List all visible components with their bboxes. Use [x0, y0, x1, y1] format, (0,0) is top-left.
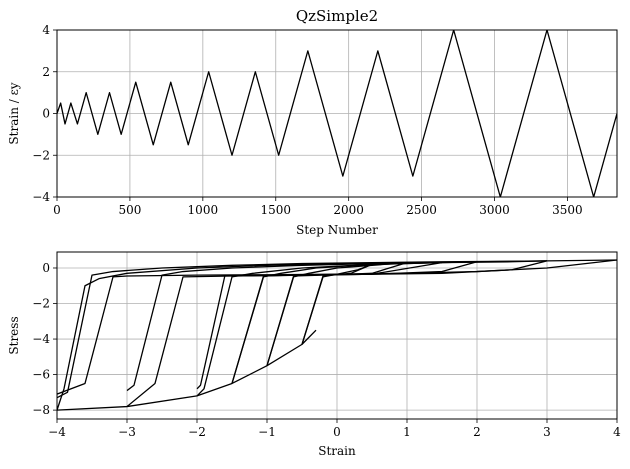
c1-y-tick-label: 4: [42, 23, 50, 37]
c2-y-tick-label: −4: [32, 332, 50, 346]
c2-series-line-14: [301, 263, 373, 345]
c1-x-tick-label: 2000: [333, 203, 364, 217]
c2-y-tick-label: −8: [32, 403, 50, 417]
c2-x-tick-label: −4: [48, 425, 66, 439]
c2-x-tick-label: −2: [188, 425, 206, 439]
c1-y-axis-label: Strain / εy: [7, 82, 21, 144]
c1-x-tick-label: 3500: [552, 203, 583, 217]
c1-y-tick-label: −4: [32, 190, 50, 204]
c1-x-tick-label: 1500: [260, 203, 291, 217]
c1-y-tick-label: 0: [42, 107, 50, 121]
c2-x-tick-label: 2: [473, 425, 481, 439]
c1-chart-title: QzSimple2: [296, 7, 378, 25]
c2-x-tick-label: −1: [258, 425, 276, 439]
c1-y-tick-label: 2: [42, 65, 50, 79]
c1-x-tick-label: 500: [118, 203, 141, 217]
c2-series-line-4: [57, 260, 548, 399]
c1-x-tick-label: 2500: [406, 203, 437, 217]
c2-x-axis-label: Strain: [318, 444, 356, 458]
c2-y-tick-label: −2: [32, 297, 50, 311]
c2-x-tick-label: −3: [118, 425, 136, 439]
c1-x-tick-label: 0: [53, 203, 61, 217]
c1-x-tick-label: 3000: [479, 203, 510, 217]
c2-x-tick-label: 4: [613, 425, 621, 439]
c2-y-tick-label: −6: [32, 368, 50, 382]
c2-x-tick-label: 0: [333, 425, 341, 439]
c2-series-line-12: [266, 262, 408, 366]
c1-series-line-1: [57, 30, 617, 197]
c2-y-axis-label: Stress: [7, 316, 21, 354]
strain-history-chart: 0 500 1000 1500 2000 2500 3000 3500 −4 −2 0 2 4 QzSim…: [7, 7, 618, 237]
c1-x-tick-label: 1000: [188, 203, 219, 217]
c2-y-tick-label: 0: [42, 261, 50, 275]
c2-x-tick-label: 1: [403, 425, 411, 439]
c1-x-axis-label: Step Number: [296, 223, 378, 237]
c1-y-tick-label: −2: [32, 148, 50, 162]
stress-strain-chart: −4 −3 −2 −1 0 1 2 3 4 −8 −6 −4 −2 0 Strain Stress: [7, 251, 621, 458]
c2-x-tick-label: 3: [543, 425, 551, 439]
